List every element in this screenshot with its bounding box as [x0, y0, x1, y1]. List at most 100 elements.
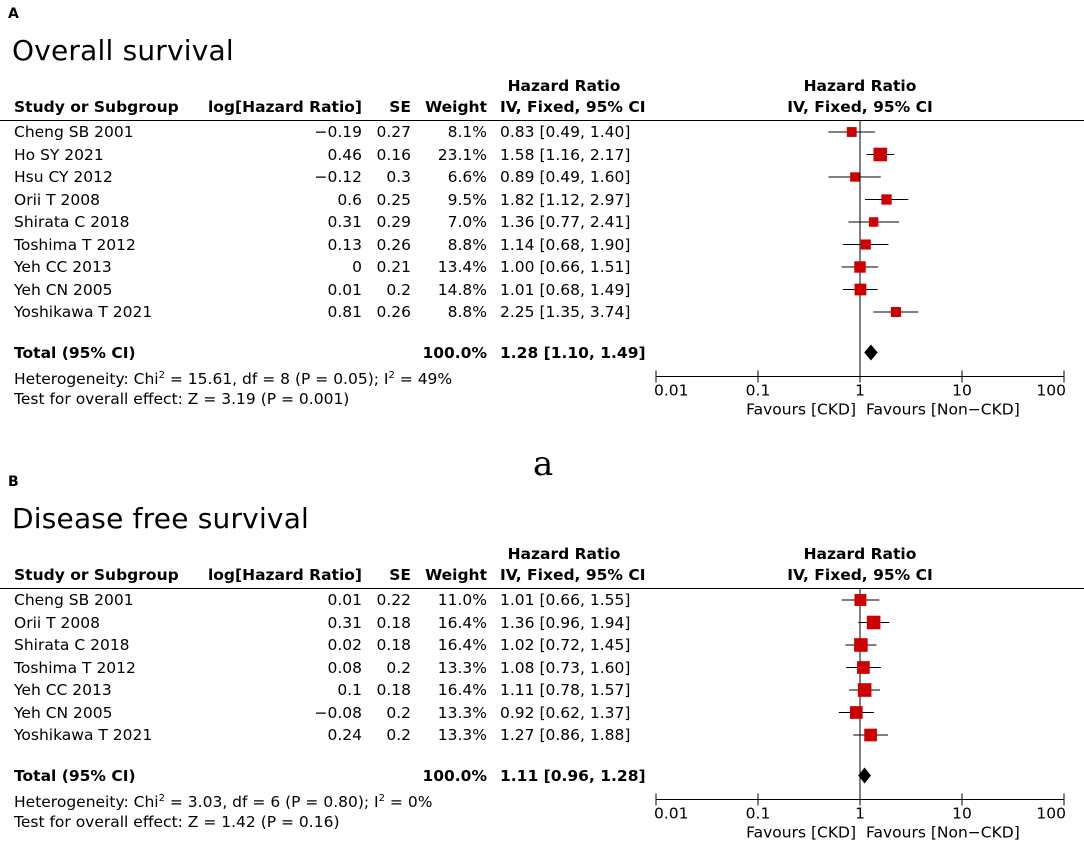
study-effect-square	[857, 683, 872, 697]
study-name: Cheng SB 2001	[14, 591, 134, 609]
study-se: 0.18	[376, 636, 411, 654]
study-weight: 8.1%	[447, 123, 487, 141]
favours-left-label: Favours [CKD]	[746, 824, 856, 842]
total-hr-ci: 1.28 [1.10, 1.49]	[500, 343, 646, 362]
plot-column-header-bottom: IV, Fixed, 95% CI	[787, 566, 933, 584]
study-effect-square	[860, 239, 871, 250]
hr-column-header-top: Hazard Ratio	[507, 545, 621, 563]
forest-panel-a: A Overall survival Hazard Ratio Hazard Rati…	[0, 0, 1084, 420]
study-name: Yeh CC 2013	[14, 681, 112, 699]
study-effect-square	[854, 261, 866, 273]
study-log-hr: −0.12	[314, 168, 363, 186]
study-weight: 8.8%	[447, 235, 487, 254]
study-weight: 7.0%	[447, 213, 487, 231]
x-axis-tick-label: 100	[1036, 382, 1066, 400]
x-axis-tick-label: 0.01	[654, 382, 689, 400]
study-effect-square	[854, 594, 867, 606]
study-se: 0.2	[386, 703, 411, 722]
study-hr-ci: 1.14 [0.68, 1.90]	[500, 235, 631, 254]
study-log-hr: 0.02	[327, 636, 362, 654]
study-column-header: Study or Subgroup	[14, 566, 179, 584]
study-weight: 16.4%	[437, 681, 487, 699]
hr-column-header-top: Hazard Ratio	[507, 77, 621, 95]
favours-right-label: Favours [Non−CKD]	[866, 401, 1020, 419]
study-effect-square	[890, 306, 901, 318]
study-name: Ho SY 2021	[14, 145, 104, 164]
study-hr-ci: 0.92 [0.62, 1.37]	[500, 703, 631, 722]
plot-column-header-top: Hazard Ratio	[803, 77, 917, 95]
study-name: Toshima T 2012	[14, 658, 136, 677]
study-hr-ci: 2.25 [1.35, 3.74]	[500, 303, 631, 321]
study-weight: 9.5%	[447, 190, 487, 209]
favours-left-label: Favours [CKD]	[746, 401, 856, 419]
study-hr-ci: 0.89 [0.49, 1.60]	[500, 168, 631, 186]
study-name: Shirata C 2018	[14, 213, 130, 231]
study-hr-ci: 1.11 [0.78, 1.57]	[500, 681, 631, 699]
heterogeneity-stat: Heterogeneity: Chi2 = 3.03, df = 6 (P = …	[14, 789, 432, 812]
study-effect-square	[868, 217, 879, 227]
study-log-hr: −0.08	[314, 703, 363, 722]
study-log-hr: 0.6	[337, 190, 362, 209]
log-hr-column-header: log[Hazard Ratio]	[207, 566, 362, 584]
panel-label: A	[8, 6, 19, 22]
study-effect-square	[864, 728, 877, 742]
x-axis-tick-label: 1	[855, 805, 865, 823]
total-hr-ci: 1.11 [0.96, 1.28]	[500, 766, 646, 785]
study-se: 0.2	[386, 280, 411, 299]
study-weight: 13.3%	[437, 703, 487, 722]
total-weight: 100.0%	[422, 343, 487, 362]
total-weight: 100.0%	[422, 766, 487, 785]
study-se: 0.22	[376, 591, 411, 609]
superscript-two: 2	[388, 369, 395, 381]
study-hr-ci: 1.36 [0.77, 2.41]	[500, 213, 631, 231]
study-hr-ci: 1.58 [1.16, 2.17]	[500, 145, 631, 164]
heterogeneity-mid: = 3.03, df = 6 (P = 0.80); I	[164, 792, 379, 811]
study-weight: 13.3%	[437, 658, 487, 677]
study-log-hr: 0.1	[337, 681, 362, 699]
study-name: Yeh CN 2005	[14, 703, 113, 722]
study-weight: 8.8%	[447, 303, 487, 321]
figure-separator-label: a	[533, 444, 554, 484]
study-weight: 14.8%	[437, 280, 487, 299]
study-hr-ci: 1.82 [1.12, 2.97]	[500, 190, 631, 209]
x-axis-tick-label: 0.01	[654, 805, 689, 823]
study-log-hr: 0.24	[327, 726, 362, 744]
log-hr-column-header: log[Hazard Ratio]	[207, 98, 362, 116]
favours-right-label: Favours [Non−CKD]	[866, 824, 1020, 842]
study-se: 0.16	[376, 145, 411, 164]
study-hr-ci: 1.27 [0.86, 1.88]	[500, 726, 631, 744]
study-name: Yoshikawa T 2021	[14, 726, 153, 744]
header-rule	[0, 588, 1084, 589]
study-se: 0.29	[376, 213, 411, 231]
total-label: Total (95% CI)	[14, 343, 136, 362]
study-effect-square	[881, 194, 892, 205]
heterogeneity-end: = 49%	[394, 369, 453, 388]
study-effect-square	[857, 661, 870, 674]
panel-title: Overall survival	[12, 34, 234, 67]
plot-column-header-top: Hazard Ratio	[803, 545, 917, 563]
overall-effect-test: Test for overall effect: Z = 3.19 (P = 0…	[14, 389, 350, 408]
pooled-effect-diamond	[864, 344, 878, 361]
heterogeneity-prefix: Heterogeneity: Chi	[14, 369, 159, 388]
se-column-header: SE	[389, 98, 411, 116]
study-se: 0.26	[376, 303, 411, 321]
study-weight: 13.3%	[437, 726, 487, 744]
study-effect-square	[850, 172, 860, 182]
study-se: 0.18	[376, 613, 411, 632]
superscript-two: 2	[158, 792, 165, 804]
x-axis-tick-label: 10	[952, 805, 972, 823]
heterogeneity-prefix: Heterogeneity: Chi	[14, 792, 159, 811]
study-se: 0.18	[376, 681, 411, 699]
study-se: 0.25	[376, 190, 411, 209]
study-effect-square	[873, 147, 888, 162]
study-effect-square	[846, 127, 857, 137]
study-se: 0.21	[376, 258, 411, 276]
study-log-hr: 0.01	[327, 280, 362, 299]
study-hr-ci: 1.36 [0.96, 1.94]	[500, 613, 631, 632]
overall-effect-test: Test for overall effect: Z = 1.42 (P = 0…	[14, 812, 340, 831]
study-hr-ci: 0.83 [0.49, 1.40]	[500, 123, 631, 141]
study-effect-square	[854, 638, 868, 652]
study-log-hr: 0.31	[327, 613, 362, 632]
x-axis-tick-label: 1	[855, 382, 865, 400]
